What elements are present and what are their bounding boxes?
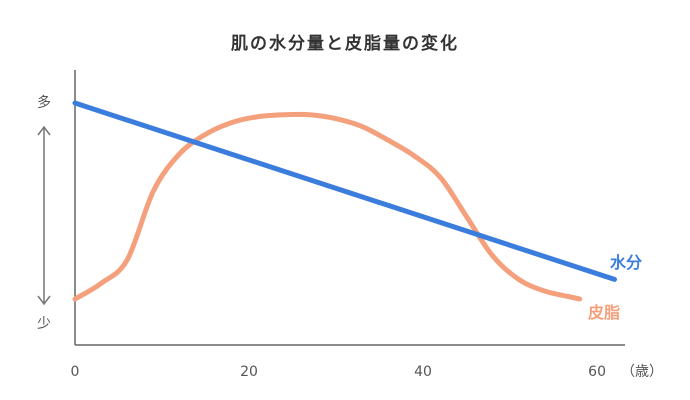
y-label-low: 少 xyxy=(37,316,51,332)
chart-title: 肌の水分量と皮脂量の変化 xyxy=(231,33,459,54)
series-label-sebum: 皮脂 xyxy=(587,303,620,322)
x-axis-unit-label: （歳） xyxy=(621,364,663,380)
x-tick-label: 60 xyxy=(588,364,606,380)
x-tick-label: 40 xyxy=(414,364,432,380)
y-label-high: 多 xyxy=(37,94,51,111)
series-layer xyxy=(72,100,617,302)
series-line-sebum xyxy=(72,111,583,302)
x-tick-labels: 0 20 40 60 xyxy=(71,364,606,380)
series-line-moisture xyxy=(72,100,617,282)
x-tick-label: 0 xyxy=(71,364,80,380)
series-label-moisture: 水分 xyxy=(610,253,642,272)
x-tick-label: 20 xyxy=(240,364,258,380)
y-axis-double-arrow xyxy=(37,125,51,306)
